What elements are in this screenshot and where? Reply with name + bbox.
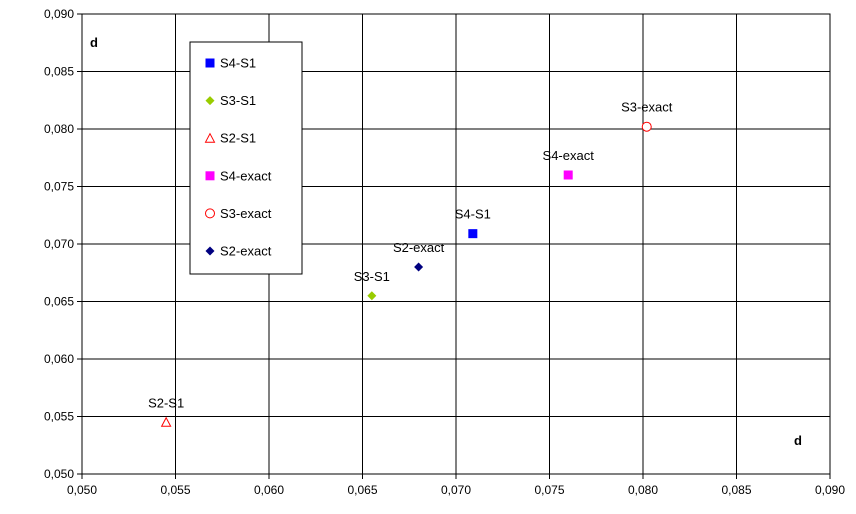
legend-marker-s4-exact [205, 171, 215, 181]
point-s2-s1 [160, 416, 172, 427]
data-points: S4-S1 S3-S1 S2-S1 S4-exact S3-exact S2-exact [148, 100, 673, 427]
legend-entry-s4-exact: S4-exact [220, 168, 272, 183]
y-tick-label: 0,080 [44, 122, 74, 136]
y-tick-label: 0,085 [44, 65, 74, 79]
legend-entry-s3-s1: S3-S1 [220, 93, 256, 108]
x-tick-label: 0,090 [815, 483, 845, 497]
x-tick-label: 0,065 [347, 483, 377, 497]
legend-marker-s3-exact [205, 208, 215, 219]
y-tick-label: 0,060 [44, 352, 74, 366]
y-tick-label: 0,075 [44, 180, 74, 194]
y-axis-ticks: 0,090 0,085 0,080 0,075 0,070 0,065 0,060 0,055… [44, 7, 82, 481]
x-tick-label: 0,085 [721, 483, 751, 497]
x-tick-label: 0,080 [628, 483, 658, 497]
legend: S4-S1 S3-S1 S2-S1 S4-exact S3-exact S2-exact [189, 41, 303, 275]
y-axis-label: d [90, 35, 98, 50]
legend-marker-s4-s1 [205, 58, 215, 68]
legend-marker-s3-s1 [205, 96, 215, 106]
y-tick-label: 0,065 [44, 295, 74, 309]
y-tick-label: 0,055 [44, 410, 74, 424]
point-s2-exact [414, 262, 424, 272]
point-label-s4-exact: S4-exact [543, 148, 595, 163]
point-label-s2-s1: S2-S1 [148, 395, 184, 410]
point-s4-s1 [468, 229, 478, 239]
point-label-s3-exact: S3-exact [621, 100, 673, 115]
x-tick-label: 0,055 [160, 483, 190, 497]
point-s3-exact [641, 121, 652, 132]
point-label-s2-exact: S2-exact [393, 240, 445, 255]
legend-entry-s4-s1: S4-S1 [220, 56, 256, 71]
legend-marker-s2-s1 [204, 132, 216, 143]
x-axis-ticks: 0,050 0,055 0,060 0,065 0,070 0,075 0,080 0,085… [67, 474, 845, 497]
point-label-s3-s1: S3-S1 [354, 269, 390, 284]
x-tick-label: 0,070 [441, 483, 471, 497]
x-tick-label: 0,050 [67, 483, 97, 497]
point-s3-s1 [367, 291, 377, 301]
y-tick-label: 0,050 [44, 467, 74, 481]
point-label-s4-s1: S4-S1 [455, 207, 491, 222]
point-s4-exact [563, 170, 573, 180]
legend-box [189, 41, 303, 275]
x-tick-label: 0,075 [534, 483, 564, 497]
legend-entry-s2-exact: S2-exact [220, 244, 272, 259]
y-tick-label: 0,070 [44, 237, 74, 251]
legend-entry-s2-s1: S2-S1 [220, 131, 256, 146]
x-axis-label: d [794, 433, 802, 448]
x-tick-label: 0,060 [254, 483, 284, 497]
legend-entry-s3-exact: S3-exact [220, 206, 272, 221]
y-tick-label: 0,090 [44, 7, 74, 21]
legend-marker-s2-exact [205, 246, 215, 256]
